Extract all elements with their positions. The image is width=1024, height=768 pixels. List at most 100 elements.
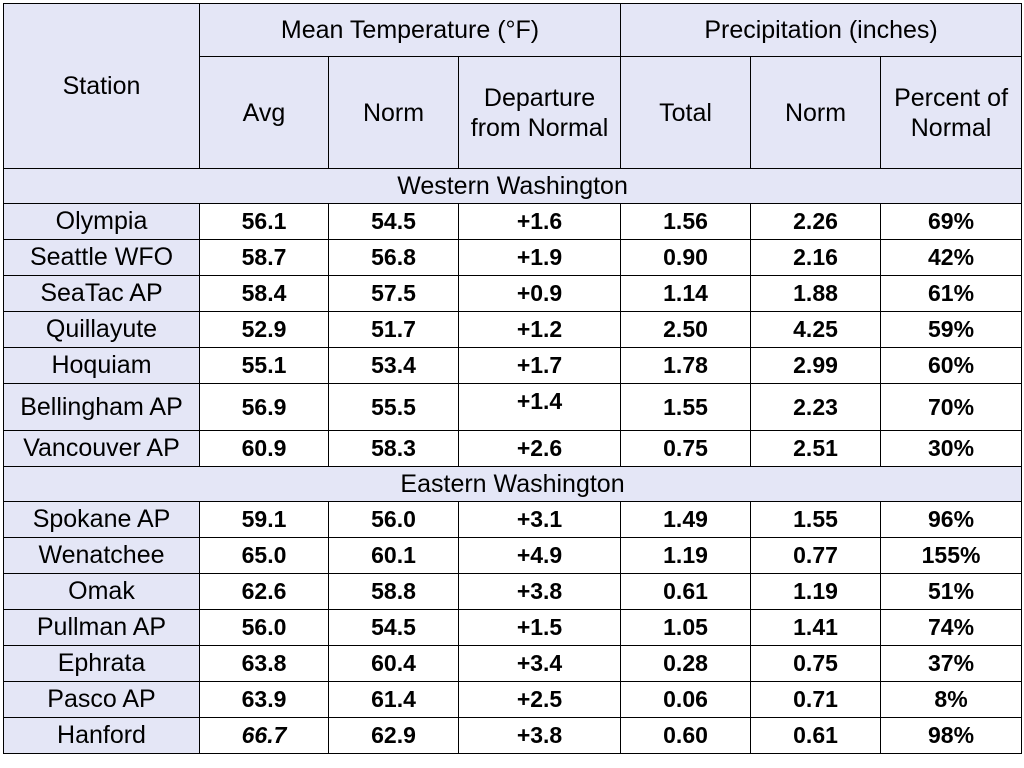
precip-total-header: Total [620,56,752,169]
percent-normal-cell: 96% [880,501,1023,538]
temp-avg-cell: 66.7 [199,717,329,754]
precip-norm-cell: 1.88 [750,275,882,312]
table-row: Omak 62.6 58.8 +3.8 0.61 1.19 51% [3,573,1023,610]
precip-total-cell: 1.14 [620,275,752,312]
departure-cell: +3.8 [457,717,622,754]
percent-normal-cell: 74% [880,609,1023,646]
departure-header: Departure from Normal [457,56,622,169]
precip-total-cell: 1.78 [620,347,752,384]
station-name-cell: SeaTac AP [3,275,200,312]
station-name-cell: Wenatchee [3,537,200,574]
percent-normal-cell: 51% [880,573,1023,610]
temp-norm-cell: 51.7 [328,311,459,348]
station-name-cell: Bellingham AP [3,383,200,431]
table-row: Pullman AP 56.0 54.5 +1.5 1.05 1.41 74% [3,609,1023,646]
percent-normal-cell: 70% [880,383,1023,431]
precip-total-cell: 0.90 [620,239,752,276]
temp-avg-cell: 63.8 [199,645,329,682]
table-row: Seattle WFO 58.7 56.8 +1.9 0.90 2.16 42% [3,239,1023,276]
table-row: Pasco AP 63.9 61.4 +2.5 0.06 0.71 8% [3,681,1023,718]
percent-normal-cell: 42% [880,239,1023,276]
station-name-cell: Vancouver AP [3,430,200,467]
precip-total-cell: 1.05 [620,609,752,646]
precip-total-cell: 1.49 [620,501,752,538]
temp-avg-cell: 60.9 [199,430,329,467]
table-row: Vancouver AP 60.9 58.3 +2.6 0.75 2.51 30% [3,430,1023,467]
temp-avg-cell: 58.4 [199,275,329,312]
station-name-cell: Hanford [3,717,200,754]
percent-normal-cell: 30% [880,430,1023,467]
station-name-cell: Omak [3,573,200,610]
temp-norm-cell: 61.4 [328,681,459,718]
table-row: Wenatchee 65.0 60.1 +4.9 1.19 0.77 155% [3,537,1023,574]
departure-cell: +1.6 [457,203,622,240]
departure-cell: +2.5 [457,681,622,718]
precip-total-cell: 1.55 [620,383,752,431]
percent-normal-cell: 37% [880,645,1023,682]
temp-avg-cell: 55.1 [199,347,329,384]
precip-norm-cell: 2.16 [750,239,882,276]
departure-cell: +1.9 [457,239,622,276]
table-row: Bellingham AP 56.9 55.5 +1.4 1.55 2.23 70% [3,383,1023,431]
temp-norm-cell: 57.5 [328,275,459,312]
departure-header-label: Departure from Normal [470,83,609,142]
temp-avg-cell: 63.9 [199,681,329,718]
percent-normal-cell: 59% [880,311,1023,348]
percent-normal-cell: 61% [880,275,1023,312]
station-name-cell: Hoquiam [3,347,200,384]
temp-norm-cell: 54.5 [328,203,459,240]
departure-cell: +1.2 [457,311,622,348]
precip-total-cell: 0.75 [620,430,752,467]
temp-norm-cell: 56.8 [328,239,459,276]
temp-avg-header: Avg [199,56,329,169]
departure-cell: +0.9 [457,275,622,312]
region-label: Western Washington [2,168,1023,204]
precip-total-cell: 0.61 [620,573,752,610]
percent-normal-cell: 155% [880,537,1023,574]
precip-norm-cell: 2.26 [750,203,882,240]
departure-cell: +1.7 [457,347,622,384]
temp-norm-cell: 56.0 [328,501,459,538]
climate-summary-table: Station Mean Temperature (°F) Precipitat… [2,3,1023,754]
temp-avg-cell: 58.7 [199,239,329,276]
percent-normal-cell: 98% [880,717,1023,754]
departure-cell: +3.1 [457,501,622,538]
station-header: Station [3,3,200,169]
percent-normal-cell: 69% [880,203,1023,240]
precip-total-cell: 1.19 [620,537,752,574]
mean-temperature-header: Mean Temperature (°F) [198,3,622,57]
station-name-cell: Seattle WFO [3,239,200,276]
precip-norm-cell: 0.77 [750,537,882,574]
precip-norm-cell: 0.71 [750,681,882,718]
percent-normal-cell: 60% [880,347,1023,384]
temp-avg-cell: 52.9 [199,311,329,348]
station-name-cell: Quillayute [3,311,200,348]
precip-norm-cell: 1.19 [750,573,882,610]
departure-cell: +1.4 [457,383,622,431]
station-name-cell: Pullman AP [3,609,200,646]
temp-norm-cell: 53.4 [328,347,459,384]
region-label: Eastern Washington [2,466,1023,502]
table-row: SeaTac AP 58.4 57.5 +0.9 1.14 1.88 61% [3,275,1023,312]
temp-avg-cell: 59.1 [199,501,329,538]
precipitation-header: Precipitation (inches) [620,3,1023,57]
precip-norm-header: Norm [750,56,882,169]
precip-norm-cell: 0.61 [750,717,882,754]
table-row: Hoquiam 55.1 53.4 +1.7 1.78 2.99 60% [3,347,1023,384]
temp-avg-cell: 65.0 [199,537,329,574]
temp-norm-cell: 60.1 [328,537,459,574]
precip-norm-cell: 2.51 [750,430,882,467]
table-row: Ephrata 63.8 60.4 +3.4 0.28 0.75 37% [3,645,1023,682]
percent-normal-cell: 8% [880,681,1023,718]
percent-normal-header-label: Percent of Normal [894,83,1009,142]
precip-total-cell: 0.28 [620,645,752,682]
table-row: Quillayute 52.9 51.7 +1.2 2.50 4.25 59% [3,311,1023,348]
temp-norm-cell: 55.5 [328,383,459,431]
precip-total-cell: 2.50 [620,311,752,348]
temp-norm-cell: 60.4 [328,645,459,682]
precip-norm-cell: 4.25 [750,311,882,348]
region-row: Eastern Washington [2,466,1023,502]
station-name-cell: Spokane AP [3,501,200,538]
table-body: Western Washington Olympia 56.1 54.5 +1.6 1.5… [2,168,1023,754]
precip-total-cell: 0.06 [620,681,752,718]
